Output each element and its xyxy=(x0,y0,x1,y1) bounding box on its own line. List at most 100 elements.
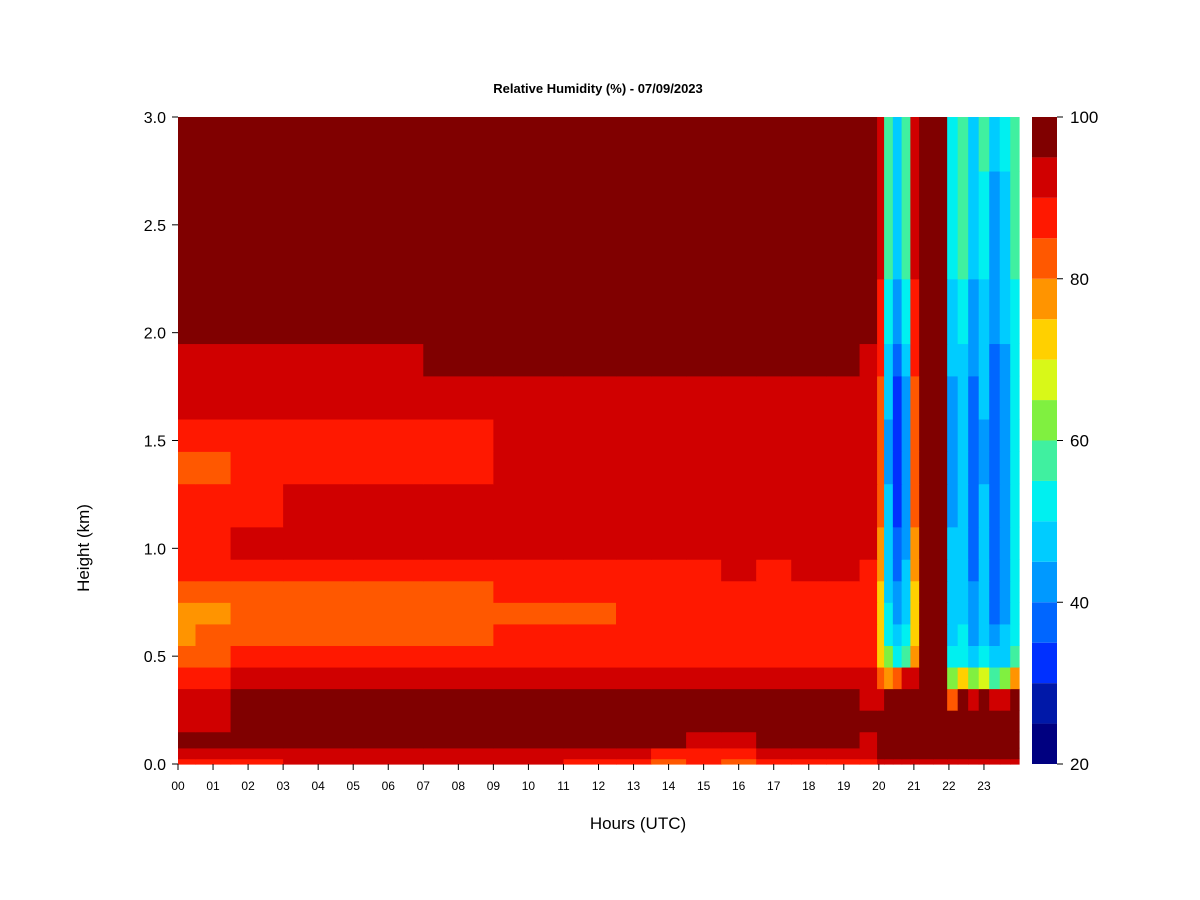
heatmap-cell xyxy=(756,731,792,749)
heatmap-cell xyxy=(651,526,687,560)
heatmap-cell xyxy=(353,483,424,528)
heatmap-cell xyxy=(756,623,792,646)
heatmap-cell xyxy=(493,559,565,582)
heatmap-cell xyxy=(230,623,284,646)
heatmap-cell xyxy=(884,666,894,690)
heatmap-cell xyxy=(721,731,757,749)
heatmap-cell xyxy=(901,451,911,485)
heatmap-cell xyxy=(968,688,980,711)
heatmap-cell xyxy=(1010,747,1020,760)
heatmap-cell xyxy=(901,623,911,646)
y-tick-label: 1.0 xyxy=(144,541,166,558)
heatmap-cell xyxy=(353,623,424,646)
heatmap-cell xyxy=(686,602,722,625)
heatmap-cell xyxy=(686,580,722,603)
heatmap-cell xyxy=(756,418,792,452)
heatmap-cell xyxy=(756,758,792,765)
y-tick-label: 2.5 xyxy=(144,218,166,235)
heatmap-cell xyxy=(423,731,494,749)
heatmap-cell xyxy=(721,375,757,420)
heatmap-cell xyxy=(353,418,424,452)
heatmap-cell xyxy=(978,278,990,345)
heatmap-cell xyxy=(999,602,1011,625)
heatmap-cell xyxy=(968,343,980,377)
heatmap-cell xyxy=(563,747,617,760)
x-tick-label: 23 xyxy=(977,779,991,793)
heatmap-cell xyxy=(423,418,494,452)
heatmap-cell xyxy=(978,483,990,528)
x-tick-label: 13 xyxy=(627,779,641,793)
heatmap-cell xyxy=(686,117,722,172)
plot-area xyxy=(178,117,1020,765)
heatmap-cell xyxy=(910,710,920,733)
heatmap-cell xyxy=(957,645,969,668)
heatmap-cell xyxy=(957,451,969,485)
heatmap-cell xyxy=(563,278,617,345)
heatmap-cell xyxy=(877,526,885,560)
heatmap-cell xyxy=(877,483,885,528)
heatmap-cell xyxy=(493,526,565,560)
heatmap-cell xyxy=(910,747,920,760)
heatmap-cell xyxy=(756,278,792,345)
heatmap-cell xyxy=(919,580,934,603)
heatmap-cell xyxy=(989,758,1001,765)
heatmap-cell xyxy=(892,602,903,625)
heatmap-cell xyxy=(933,623,948,646)
heatmap-cell xyxy=(756,526,792,560)
heatmap-cell xyxy=(978,559,990,582)
heatmap-cell xyxy=(493,758,565,765)
heatmap-cell xyxy=(493,645,565,668)
heatmap-cell xyxy=(910,483,920,528)
x-tick-label: 08 xyxy=(452,779,466,793)
heatmap-cell xyxy=(195,559,232,582)
heatmap-cell xyxy=(933,602,948,625)
heatmap-cell xyxy=(195,278,232,345)
heatmap-cell xyxy=(999,731,1011,749)
heatmap-cell xyxy=(933,418,948,452)
heatmap-cell xyxy=(651,418,687,452)
heatmap-cell xyxy=(721,559,757,582)
heatmap-cell xyxy=(826,688,861,711)
heatmap-cell xyxy=(910,418,920,452)
heatmap-cell xyxy=(892,731,903,749)
heatmap-cell xyxy=(230,278,284,345)
heatmap-cell xyxy=(178,710,197,733)
heatmap-cell xyxy=(195,343,232,377)
heatmap-cell xyxy=(423,645,494,668)
heatmap-cell xyxy=(989,666,1001,690)
heatmap-cell xyxy=(999,375,1011,420)
heatmap-cell xyxy=(651,710,687,733)
heatmap-cell xyxy=(978,117,990,172)
heatmap-cell xyxy=(283,645,354,668)
heatmap-cell xyxy=(968,666,980,690)
heatmap-cell xyxy=(195,645,232,668)
heatmap-cell xyxy=(892,623,903,646)
heatmap-cell xyxy=(791,117,827,172)
heatmap-cell xyxy=(999,170,1011,280)
heatmap-cell xyxy=(884,451,894,485)
heatmap-cell xyxy=(230,483,284,528)
heatmap-cell xyxy=(563,602,617,625)
heatmap-cell xyxy=(957,623,969,646)
heatmap-cell xyxy=(756,688,792,711)
heatmap-cell xyxy=(947,602,959,625)
heatmap-cell xyxy=(563,375,617,420)
heatmap-cell xyxy=(978,645,990,668)
heatmap-cell xyxy=(721,710,757,733)
heatmap-cell xyxy=(884,375,894,420)
heatmap-cell xyxy=(910,731,920,749)
colorbar-swatch xyxy=(1032,238,1057,279)
heatmap-cell xyxy=(616,375,652,420)
heatmap-cell xyxy=(493,731,565,749)
heatmap-cell xyxy=(892,170,903,280)
heatmap-cell xyxy=(933,688,948,711)
heatmap-cell xyxy=(957,418,969,452)
heatmap-cell xyxy=(919,559,934,582)
x-tick-label: 14 xyxy=(662,779,676,793)
heatmap-cell xyxy=(892,451,903,485)
heatmap-cell xyxy=(195,483,232,528)
heatmap-cell xyxy=(721,526,757,560)
heatmap-cell xyxy=(721,278,757,345)
heatmap-cell xyxy=(493,278,565,345)
x-tick-label: 06 xyxy=(382,779,396,793)
